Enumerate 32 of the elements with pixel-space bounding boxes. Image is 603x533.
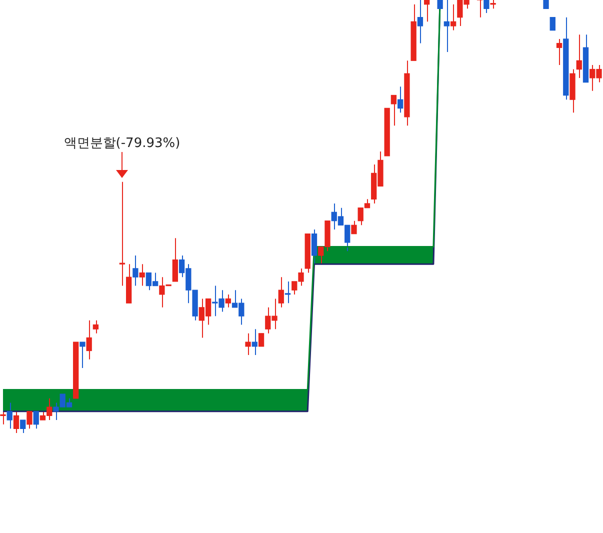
annotation: 액면분할(-79.93%) [64,134,180,152]
candlestick [33,410,39,430]
candlestick [484,0,490,14]
candlestick [13,410,20,434]
candlestick [278,276,284,308]
candlestick [26,410,32,430]
candlestick [576,34,582,78]
candlestick [225,294,231,308]
candlestick [556,38,562,66]
candlestick [20,420,26,434]
candlestick [245,332,251,356]
candlestick [398,86,404,114]
candlestick [550,16,556,31]
candlestick [0,410,6,425]
candlestick [258,332,264,347]
candlestick [450,4,456,31]
candlestick [390,94,397,126]
candlestick [172,238,178,282]
candlestick [132,254,138,286]
candlestick [476,0,483,18]
candlestick [444,0,450,52]
candlestick [86,320,92,360]
candlestick [284,280,291,304]
candlestick [139,264,145,286]
candlestick [417,0,424,44]
candlestick [80,342,86,369]
candlestick [6,402,12,430]
candlestick [351,220,357,234]
candlestick [424,0,430,22]
candlestick [252,328,258,356]
candlestick [311,228,318,265]
candlestick [92,320,99,334]
